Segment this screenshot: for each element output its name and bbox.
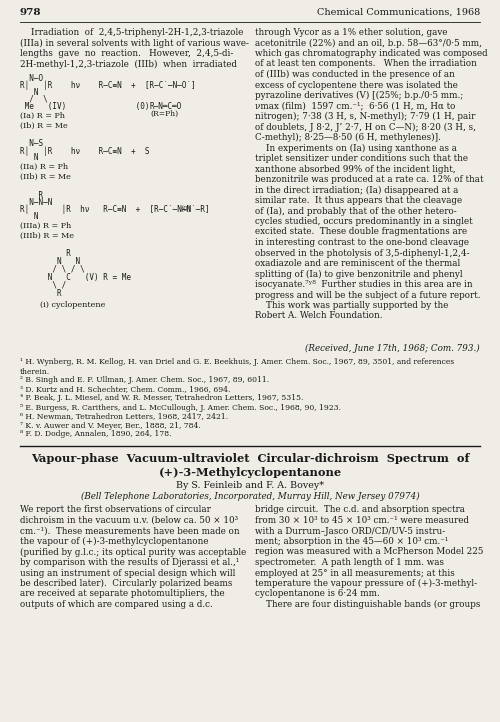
Text: acetonitrile (22%) and an oil, b.p. 58—63°/0·5 mm,: acetonitrile (22%) and an oil, b.p. 58—6… <box>255 38 482 48</box>
Text: 978: 978 <box>20 8 42 17</box>
Text: similar rate.  It thus appears that the cleavage: similar rate. It thus appears that the c… <box>255 196 462 205</box>
Text: of (Ia), and probably that of the other hetero-: of (Ia), and probably that of the other … <box>255 206 457 216</box>
Text: N: N <box>20 153 38 162</box>
Text: xanthone absorbed 99% of the incident light,: xanthone absorbed 99% of the incident li… <box>255 165 456 173</box>
Text: pyrazoline derivatives (V) [(25%; b.p./0·5 mm.;: pyrazoline derivatives (V) [(25%; b.p./0… <box>255 91 463 100</box>
Text: (IIa) R = Ph: (IIa) R = Ph <box>20 163 68 171</box>
Text: be described later).  Circularly polarized beams: be described later). Circularly polarize… <box>20 579 233 588</box>
Text: ¹ H. Wynberg, R. M. Kellog, H. van Driel and G. E. Beekhuis, J. Amer. Chem. Soc.: ¹ H. Wynberg, R. M. Kellog, H. van Driel… <box>20 359 454 367</box>
Text: Chemical Communications, 1968: Chemical Communications, 1968 <box>317 8 480 17</box>
Text: (Received, June 17th, 1968; Com. 793.): (Received, June 17th, 1968; Com. 793.) <box>306 344 480 353</box>
Text: using an instrument of special design which will: using an instrument of special design wh… <box>20 568 236 578</box>
Text: of at least ten components.   When the irradiation: of at least ten components. When the irr… <box>255 59 477 69</box>
Text: progress and will be the subject of a future report.: progress and will be the subject of a fu… <box>255 290 480 300</box>
Text: (Ia) R = Ph: (Ia) R = Ph <box>20 112 65 120</box>
Text: bridge circuit.  The c.d. and absorption spectra: bridge circuit. The c.d. and absorption … <box>255 505 465 515</box>
Text: Me   (IV)               (0): Me (IV) (0) <box>20 102 150 111</box>
Text: (+)-3-Methylcyclopentanone: (+)-3-Methylcyclopentanone <box>158 468 342 479</box>
Text: (IIIb) R = Me: (IIIb) R = Me <box>20 232 74 240</box>
Text: outputs of which are compared using a d.c.: outputs of which are compared using a d.… <box>20 600 213 609</box>
Text: By S. Feinleib and F. A. Bovey*: By S. Feinleib and F. A. Bovey* <box>176 481 324 490</box>
Text: 2H-methyl-1,2,3-triazole  (IIIb)  when  irradiated: 2H-methyl-1,2,3-triazole (IIIb) when irr… <box>20 59 237 69</box>
Text: R—N═C═O: R—N═C═O <box>150 102 182 111</box>
Text: R: R <box>20 191 43 200</box>
Text: isocyanate.⁷ʸ⁸  Further studies in this area are in: isocyanate.⁷ʸ⁸ Further studies in this a… <box>255 280 472 289</box>
Text: oxadiazole and are reminiscent of the thermal: oxadiazole and are reminiscent of the th… <box>255 259 460 268</box>
Text: are received at separate photomultipliers, the: are received at separate photomultiplier… <box>20 589 225 599</box>
Text: employed at 25° in all measurements; at this: employed at 25° in all measurements; at … <box>255 568 455 578</box>
Text: dichroism in the vacuum u.v. (below ca. 50 × 10³: dichroism in the vacuum u.v. (below ca. … <box>20 516 238 525</box>
Text: (IIIa) in several solvents with light of various wave-: (IIIa) in several solvents with light of… <box>20 38 249 48</box>
Text: N: N <box>20 212 38 221</box>
Text: ³ D. Kurtz and H. Schechter, Chem. Comm., 1966, 694.: ³ D. Kurtz and H. Schechter, Chem. Comm.… <box>20 386 231 393</box>
Text: In experiments on (Ia) using xanthone as a: In experiments on (Ia) using xanthone as… <box>255 144 457 152</box>
Text: excited state.  These double fragmentations are: excited state. These double fragmentatio… <box>255 227 467 237</box>
Text: R: R <box>20 289 61 298</box>
Text: the vapour of (+)-3-methylcyclopentanone: the vapour of (+)-3-methylcyclopentanone <box>20 537 208 546</box>
Text: ⁸ F. D. Dodge, Annalen, 1890, 264, 178.: ⁸ F. D. Dodge, Annalen, 1890, 264, 178. <box>20 430 172 438</box>
Text: in the direct irradiation; (Ia) disappeared at a: in the direct irradiation; (Ia) disappea… <box>255 186 458 195</box>
Text: through Vycor as a 1% ether solution, gave: through Vycor as a 1% ether solution, ga… <box>255 28 448 37</box>
Text: ⁶ H. Newman, Tetrahedron Letters, 1968, 2417, 2421.: ⁶ H. Newman, Tetrahedron Letters, 1968, … <box>20 412 228 420</box>
Text: ² B. Singh and E. F. Ullman, J. Amer. Chem. Soc., 1967, 89, 6011.: ² B. Singh and E. F. Ullman, J. Amer. Ch… <box>20 376 269 385</box>
Text: region was measured with a McPherson Model 225: region was measured with a McPherson Mod… <box>255 547 484 557</box>
Text: from 30 × 10³ to 45 × 10³ cm.⁻¹ were measured: from 30 × 10³ to 45 × 10³ cm.⁻¹ were mea… <box>255 516 469 525</box>
Text: R│   │R    hν    R—C≡N  +  [R—Ċ—N—Ȯ]: R│ │R hν R—C≡N + [R—Ċ—N—Ȯ] <box>20 81 196 90</box>
Text: N—S: N—S <box>20 139 43 148</box>
Text: C-methyl); 8·25—8·50 (6 H, methylenes)].: C-methyl); 8·25—8·50 (6 H, methylenes)]. <box>255 133 441 142</box>
Text: There are four distinguishable bands (or groups: There are four distinguishable bands (or… <box>255 600 480 609</box>
Text: lengths  gave  no  reaction.   However,  2,4,5-di-: lengths gave no reaction. However, 2,4,5… <box>20 49 234 58</box>
Text: Vapour-phase  Vacuum-ultraviolet  Circular-dichroism  Spectrum  of: Vapour-phase Vacuum-ultraviolet Circular… <box>31 453 469 464</box>
Text: (Ib) R = Me: (Ib) R = Me <box>20 122 68 130</box>
Text: (0): (0) <box>180 205 191 213</box>
Text: R│   │R    hν    R—C≡N  +  S: R│ │R hν R—C≡N + S <box>20 146 150 155</box>
Text: triplet sensitizer under conditions such that the: triplet sensitizer under conditions such… <box>255 154 468 163</box>
Text: observed in the photolysis of 3,5-diphenyl-1,2,4-: observed in the photolysis of 3,5-diphen… <box>255 248 470 258</box>
Text: with a Durrum–Jasco ORD/CD/UV-5 instru-: with a Durrum–Jasco ORD/CD/UV-5 instru- <box>255 526 446 536</box>
Text: temperature the vapour pressure of (+)-3-methyl-: temperature the vapour pressure of (+)-3… <box>255 579 477 588</box>
Text: excess of cyclopentene there was isolated the: excess of cyclopentene there was isolate… <box>255 80 458 90</box>
Text: We report the first observations of circular: We report the first observations of circ… <box>20 505 211 515</box>
Text: N   N: N N <box>20 257 80 266</box>
Text: N   C   (V) R = Me: N C (V) R = Me <box>20 273 131 282</box>
Text: νmax (film)  1597 cm.⁻¹;  6·56 (1 H, m, Hα to: νmax (film) 1597 cm.⁻¹; 6·56 (1 H, m, Hα… <box>255 102 456 110</box>
Text: \ /: \ / <box>20 281 66 290</box>
Text: / \ / \: / \ / \ <box>20 265 85 274</box>
Text: N: N <box>20 88 38 97</box>
Text: R│       │R  hν   R—C≡N  +  [R—Ċ—N—Ṅ—R]: R│ │R hν R—C≡N + [R—Ċ—N—Ṅ—R] <box>20 205 210 214</box>
Text: ⁵ E. Burgess, R. Carithers, and L. McCullough, J. Amer. Chem. Soc., 1968, 90, 19: ⁵ E. Burgess, R. Carithers, and L. McCul… <box>20 404 341 412</box>
Text: (R=Ph): (R=Ph) <box>150 110 178 118</box>
Text: (IIb) R = Me: (IIb) R = Me <box>20 173 71 181</box>
Text: cycles studied, occurs predominantly in a singlet: cycles studied, occurs predominantly in … <box>255 217 472 226</box>
Text: nitrogen); 7·38 (3 H, s, N-methyl); 7·79 (1 H, pair: nitrogen); 7·38 (3 H, s, N-methyl); 7·79… <box>255 112 476 121</box>
Text: benzonitrile was produced at a rate ca. 12% of that: benzonitrile was produced at a rate ca. … <box>255 175 484 184</box>
Text: This work was partially supported by the: This work was partially supported by the <box>255 301 448 310</box>
Text: of doublets, J 8·2, J’ 2·7, H on C—N); 8·20 (3 H, s,: of doublets, J 8·2, J’ 2·7, H on C—N); 8… <box>255 123 476 131</box>
Text: cm.⁻¹).  These measurements have been made on: cm.⁻¹). These measurements have been mad… <box>20 526 240 536</box>
Text: cyclopentanone is 6·24 mm.: cyclopentanone is 6·24 mm. <box>255 589 380 599</box>
Text: R: R <box>20 249 71 258</box>
Text: ⁴ P. Beak, J. L. Miesel, and W. R. Messer, Tetrahedron Letters, 1967, 5315.: ⁴ P. Beak, J. L. Miesel, and W. R. Messe… <box>20 394 304 402</box>
Text: ment; absorption in the 45—60 × 10³ cm.⁻¹: ment; absorption in the 45—60 × 10³ cm.⁻… <box>255 537 448 546</box>
Text: spectrometer.  A path length of 1 mm. was: spectrometer. A path length of 1 mm. was <box>255 558 444 567</box>
Text: ⁷ K. v. Auwer and V. Meyer, Ber., 1888, 21, 784.: ⁷ K. v. Auwer and V. Meyer, Ber., 1888, … <box>20 422 201 430</box>
Text: N—N—N: N—N—N <box>20 198 52 207</box>
Text: (i) cyclopentene: (i) cyclopentene <box>40 301 106 309</box>
Text: N—O: N—O <box>20 74 43 83</box>
Text: therein.: therein. <box>20 367 50 375</box>
Text: (purified by g.l.c.; its optical purity was acceptable: (purified by g.l.c.; its optical purity … <box>20 547 246 557</box>
Text: Robert A. Welch Foundation.: Robert A. Welch Foundation. <box>255 311 382 321</box>
Text: which gas chromatography indicated was composed: which gas chromatography indicated was c… <box>255 49 488 58</box>
Text: /  \: / \ <box>20 95 48 104</box>
Text: of (IIIb) was conducted in the presence of an: of (IIIb) was conducted in the presence … <box>255 70 455 79</box>
Text: by comparison with the results of Djerassi et al.,¹: by comparison with the results of Djeras… <box>20 558 240 567</box>
Text: Irradiation  of  2,4,5-triphenyl-2H-1,2,3-triazole: Irradiation of 2,4,5-triphenyl-2H-1,2,3-… <box>20 28 244 37</box>
Text: (Bell Telephone Laboratories, Incorporated, Murray Hill, New Jersey 07974): (Bell Telephone Laboratories, Incorporat… <box>80 492 419 500</box>
Text: (IIIa) R = Ph: (IIIa) R = Ph <box>20 222 72 230</box>
Text: in interesting contrast to the one-bond cleavage: in interesting contrast to the one-bond … <box>255 238 469 247</box>
Text: splitting of (Ia) to give benzonitrile and phenyl: splitting of (Ia) to give benzonitrile a… <box>255 269 462 279</box>
